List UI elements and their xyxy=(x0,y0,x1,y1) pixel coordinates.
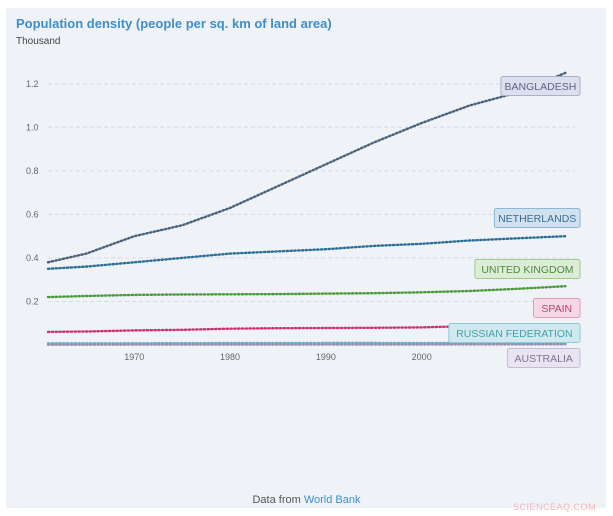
series-label-text: BANGLADESH xyxy=(505,81,577,93)
watermark: SCIENCEAQ.COM xyxy=(513,502,597,512)
series-line-united-kingdom xyxy=(46,285,567,299)
series-label-text: NETHERLANDS xyxy=(498,213,576,225)
series-label-text: AUSTRALIA xyxy=(515,353,573,365)
y-tick-label: 1.0 xyxy=(26,122,39,132)
series-label-box xyxy=(493,208,581,228)
series-label-text: RUSSIAN FEDERATION xyxy=(456,328,572,340)
series-label-netherlands[interactable]: NETHERLANDS xyxy=(493,208,581,228)
series-label-text: SPAIN xyxy=(541,303,572,315)
series-label-box xyxy=(500,76,581,96)
series-label-russian-federation[interactable]: RUSSIAN FEDERATION xyxy=(448,323,581,343)
x-tick-label: 1980 xyxy=(220,352,240,362)
x-tick-label: 1970 xyxy=(124,352,144,362)
y-axis-tick-labels: 0.2 0.4 0.6 0.8 1.0 1.2 xyxy=(26,79,39,307)
y-axis-unit-label: Thousand xyxy=(16,36,61,47)
y-tick-label: 0.4 xyxy=(26,253,39,263)
gridlines xyxy=(48,83,575,302)
series-line-netherlands xyxy=(46,234,567,270)
series-label-box xyxy=(448,323,581,343)
series-label-spain[interactable]: SPAIN xyxy=(532,298,581,318)
series-label-australia[interactable]: AUSTRALIA xyxy=(506,348,581,368)
y-tick-label: 0.8 xyxy=(26,166,39,176)
series-label-box xyxy=(532,298,581,318)
x-axis-tick-labels: 19701980199020002010 xyxy=(124,352,527,362)
series-label-box xyxy=(474,259,581,279)
series-labels: BANGLADESH NETHERLANDS UNITED KINGDOM SPAIN… xyxy=(448,76,581,368)
series-label-box xyxy=(506,348,581,368)
y-tick-label: 1.2 xyxy=(26,79,39,89)
series-label-text: UNITED KINGDOM xyxy=(481,264,573,276)
y-tick-label: 0.6 xyxy=(26,209,39,219)
y-tick-label: 0.2 xyxy=(26,296,39,306)
series-lines xyxy=(46,71,567,346)
series-line-bangladesh xyxy=(46,71,567,264)
series-label-bangladesh[interactable]: BANGLADESH xyxy=(500,76,581,96)
world-bank-link[interactable]: World Bank xyxy=(303,494,361,506)
footer-prefix: Data from xyxy=(252,494,301,506)
series-label-united-kingdom[interactable]: UNITED KINGDOM xyxy=(474,259,581,279)
x-tick-label: 2000 xyxy=(412,352,432,362)
chart-title: Population density (people per sq. km of… xyxy=(16,16,332,31)
data-source-footer: Data from World Bank xyxy=(0,494,613,506)
x-tick-label: 1990 xyxy=(316,352,336,362)
